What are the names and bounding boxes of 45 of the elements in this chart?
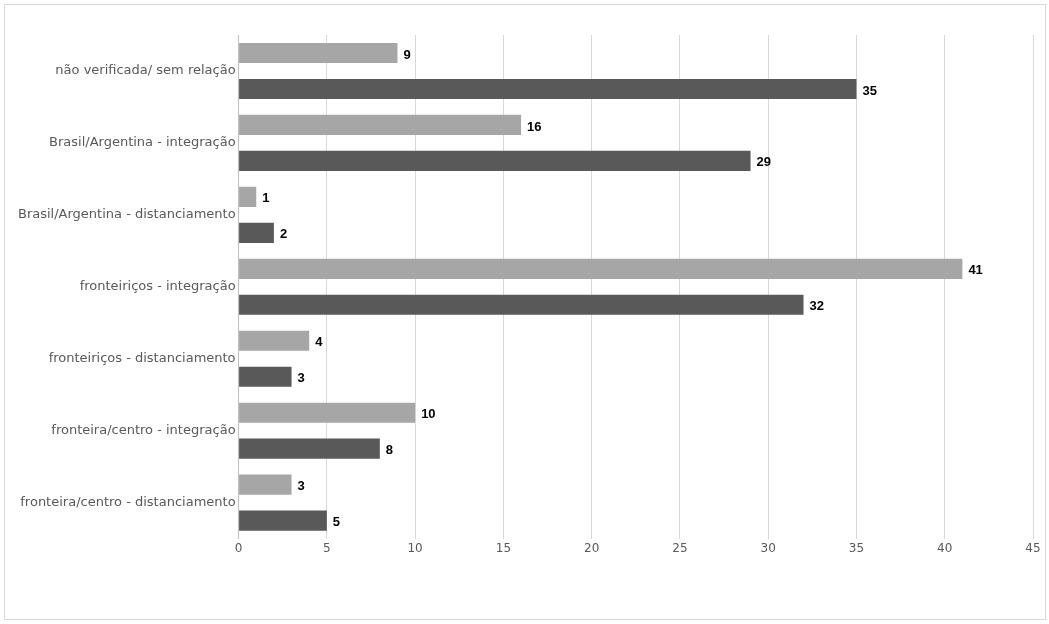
y-tick-label: Brasil/Argentina - distanciamento: [18, 206, 236, 222]
x-tick-label: 15: [495, 540, 512, 555]
bar: [239, 330, 310, 351]
bar: [239, 78, 857, 100]
y-tick-label: fronteira/centro - distanciamento: [20, 494, 236, 509]
data-label: 3: [297, 370, 305, 386]
y-tick-label: não verificada/ sem relação: [55, 62, 236, 78]
data-label: 1: [262, 190, 270, 206]
bar: [239, 42, 398, 64]
data-label: 16: [527, 118, 542, 134]
bar: [239, 222, 274, 243]
x-tick-label: 40: [937, 540, 953, 555]
y-tick-label: fronteiriços - integração: [79, 278, 236, 294]
data-label: 32: [809, 298, 824, 314]
x-tick-label: 45: [1025, 540, 1041, 555]
bar: [239, 474, 292, 495]
x-tick-label: 35: [848, 540, 865, 555]
x-tick-label: 5: [323, 540, 331, 555]
bar: [239, 186, 257, 207]
x-tick-label: 10: [407, 540, 423, 555]
x-tick-label: 0: [234, 540, 243, 555]
y-tick-label: Brasil/Argentina - integração: [49, 134, 236, 150]
data-label: 3: [297, 478, 305, 494]
bar: [239, 114, 522, 135]
x-tick-label: 30: [760, 540, 776, 555]
data-label: 41: [968, 262, 983, 278]
data-label: 4: [315, 334, 324, 350]
y-tick-label: fronteiriços - distanciamento: [48, 350, 236, 366]
bar: [239, 438, 380, 459]
x-tick-label: 25: [672, 540, 688, 555]
data-label: 10: [421, 406, 436, 422]
data-label: 5: [332, 514, 341, 530]
bar: [239, 510, 327, 531]
bar: [239, 366, 292, 387]
y-tick-label: fronteira/centro - integração: [51, 422, 236, 438]
data-label: 9: [403, 46, 411, 62]
bar: [239, 402, 416, 423]
bar: [239, 258, 963, 279]
data-label: 8: [385, 442, 394, 458]
bar: [239, 294, 804, 315]
x-tick-label: 20: [584, 540, 600, 555]
bar: [239, 150, 751, 171]
data-label: 29: [756, 154, 772, 170]
data-label: 35: [862, 82, 877, 98]
data-label: 2: [279, 226, 288, 242]
